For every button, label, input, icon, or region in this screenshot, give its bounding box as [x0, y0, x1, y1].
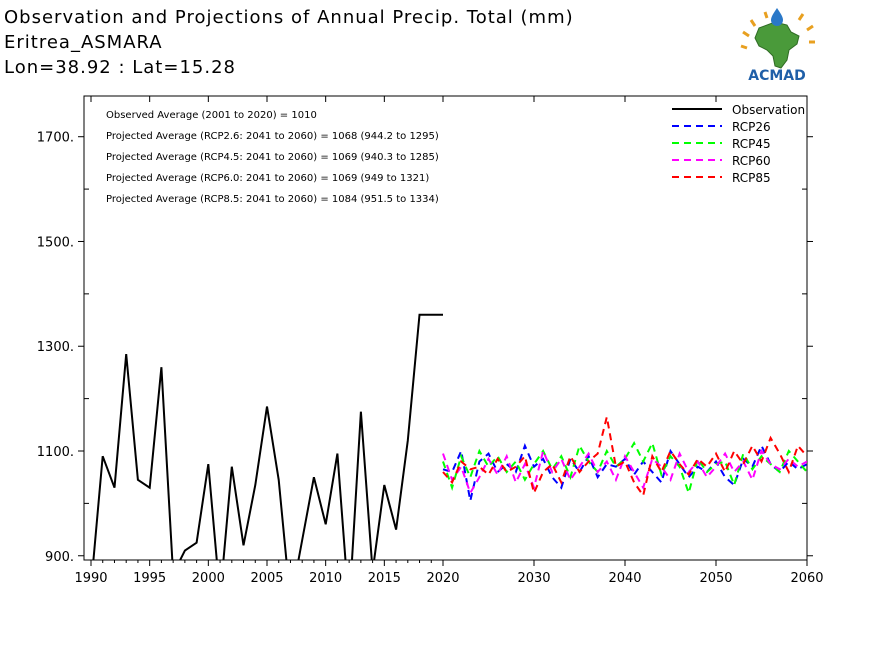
legend: Observation RCP26 RCP45 RCP60 RCP85 [672, 103, 805, 185]
x-tick-label: 2020 [426, 571, 459, 586]
annotation-line: Projected Average (RCP4.5: 2041 to 2060)… [106, 152, 439, 163]
annotation-line: Observed Average (2001 to 2020) = 1010 [106, 110, 317, 121]
logo-text: ACMAD [748, 68, 806, 84]
x-tick-label: 2005 [250, 571, 283, 586]
x-tick-label: 2040 [608, 571, 641, 586]
series-line-rcp60 [442, 447, 807, 496]
x-tick-label: 2060 [790, 571, 823, 586]
x-tick-label: 2030 [517, 571, 550, 586]
x-tick-label: 2050 [699, 571, 732, 586]
annotation-line: Projected Average (RCP6.0: 2041 to 2060)… [106, 173, 429, 184]
series-lines [92, 313, 807, 560]
annotation-block: Observed Average (2001 to 2020) = 1010 Pr… [106, 110, 439, 205]
y-tick-label: 1300. [37, 340, 74, 355]
acmad-logo: ACMAD [740, 8, 815, 84]
x-tick-label: 1995 [133, 571, 166, 586]
x-tick-label: 2000 [192, 571, 225, 586]
y-tick-label: 1700. [37, 131, 74, 146]
annotation-line: Projected Average (RCP8.5: 2041 to 2060)… [106, 194, 439, 205]
legend-label: RCP85 [732, 171, 771, 185]
chart-title: Observation and Projections of Annual Pr… [4, 7, 574, 28]
x-tick-label: 1990 [74, 571, 107, 586]
legend-label: RCP45 [732, 137, 771, 151]
sun-rays-icon [740, 11, 815, 50]
y-tick-label: 1500. [37, 235, 74, 250]
station-name: Eritrea_ASMARA [4, 32, 163, 53]
africa-map-icon [754, 21, 800, 69]
water-drop-icon [771, 8, 783, 26]
axis-ticks: 1990 1995 2000 2005 2010 2015 2020 2030 2040 2050… [37, 96, 824, 586]
x-tick-label: 2015 [368, 571, 401, 586]
plot-frame [83, 95, 808, 561]
series-line-rcp45 [442, 440, 807, 497]
legend-label: RCP26 [732, 120, 771, 134]
series-line-rcp85 [442, 416, 807, 498]
legend-label: RCP60 [732, 154, 771, 168]
station-coordinates: Lon=38.92 : Lat=15.28 [4, 57, 236, 78]
x-tick-label: 2010 [309, 571, 342, 586]
annotation-line: Projected Average (RCP2.6: 2041 to 2060)… [106, 131, 439, 142]
series-line-rcp26 [442, 443, 807, 502]
y-tick-label: 900. [45, 550, 74, 565]
series-line-observation [92, 313, 443, 560]
legend-label: Observation [732, 103, 805, 117]
y-tick-label: 1100. [37, 445, 74, 460]
